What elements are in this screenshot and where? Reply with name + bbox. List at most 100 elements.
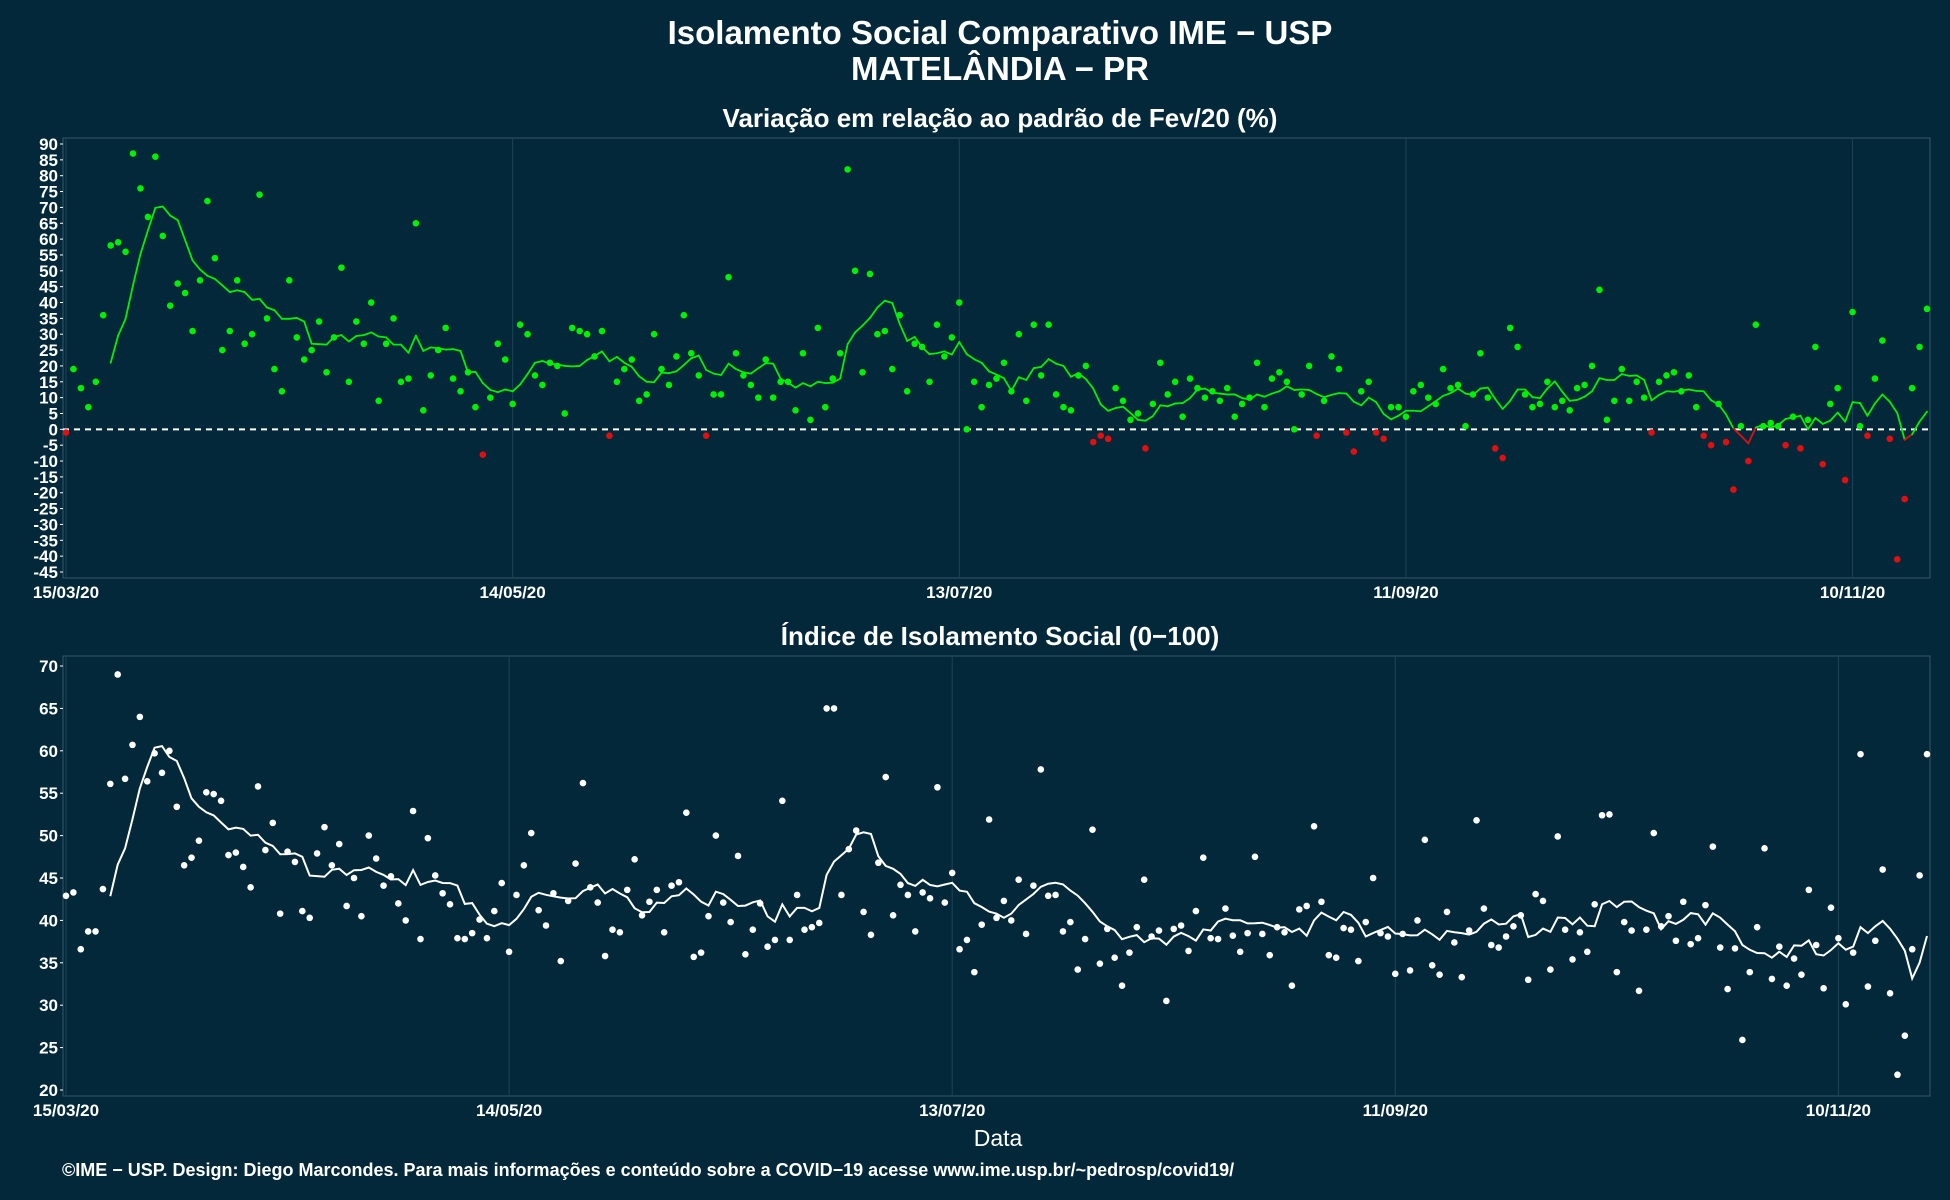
data-point bbox=[276, 910, 284, 917]
moving-average-segment bbox=[1278, 385, 1288, 393]
moving-average-segment bbox=[638, 375, 648, 383]
index-chart: 15/03/20 14/05/20 13/07/20 11/09/20 10/11/20… bbox=[33, 655, 1931, 1120]
data-point bbox=[92, 928, 99, 935]
data-point bbox=[1524, 976, 1532, 984]
moving-average-segment bbox=[928, 352, 938, 356]
data-point bbox=[1246, 394, 1253, 401]
data-point bbox=[1384, 933, 1392, 940]
data-point bbox=[446, 900, 454, 908]
data-point bbox=[1670, 368, 1678, 376]
x-tick-label: 13/07/20 bbox=[926, 583, 992, 602]
y-tick-label: -35 bbox=[33, 531, 58, 550]
data-point bbox=[554, 362, 561, 370]
data-point bbox=[233, 277, 241, 284]
data-point bbox=[424, 834, 432, 842]
data-point bbox=[330, 334, 338, 341]
data-point bbox=[1536, 400, 1544, 408]
data-point bbox=[1510, 923, 1517, 930]
data-point bbox=[1347, 926, 1355, 934]
x-tick-label: 10/11/20 bbox=[1820, 583, 1885, 602]
data-point bbox=[903, 387, 911, 395]
data-point bbox=[99, 311, 107, 319]
data-point bbox=[1596, 286, 1603, 294]
data-point bbox=[1253, 359, 1261, 367]
data-point bbox=[564, 897, 572, 905]
data-point bbox=[248, 330, 256, 338]
data-point bbox=[1081, 935, 1089, 943]
data-point bbox=[1908, 384, 1916, 392]
data-point bbox=[1561, 926, 1569, 934]
moving-average-segment bbox=[1099, 403, 1110, 412]
data-point bbox=[955, 299, 963, 306]
data-point bbox=[799, 349, 807, 357]
y-tick-label: 10 bbox=[39, 389, 58, 408]
data-point bbox=[256, 191, 263, 199]
moving-average-segment bbox=[1866, 402, 1876, 417]
data-point bbox=[92, 378, 100, 386]
data-point bbox=[516, 321, 524, 329]
data-point bbox=[1871, 375, 1879, 382]
data-point bbox=[821, 403, 829, 411]
data-point bbox=[1591, 900, 1598, 908]
data-point bbox=[732, 349, 740, 357]
data-point bbox=[911, 340, 918, 348]
data-point bbox=[531, 372, 539, 379]
data-point bbox=[852, 827, 860, 834]
data-point bbox=[675, 878, 683, 886]
data-point bbox=[1126, 949, 1133, 956]
data-point bbox=[941, 899, 949, 906]
moving-average-segment bbox=[1799, 414, 1809, 431]
moving-average-segment bbox=[109, 334, 120, 364]
data-point bbox=[217, 797, 225, 805]
data-point bbox=[754, 394, 762, 401]
moving-average-segment bbox=[1591, 377, 1601, 393]
data-point bbox=[801, 926, 808, 934]
data-point bbox=[601, 952, 609, 960]
moving-average-segment bbox=[1873, 393, 1884, 405]
data-point bbox=[321, 823, 328, 831]
data-point bbox=[881, 327, 889, 335]
data-point bbox=[372, 855, 380, 862]
data-point bbox=[687, 349, 695, 357]
data-point bbox=[1916, 872, 1923, 879]
data-point bbox=[1350, 448, 1358, 455]
data-point bbox=[1611, 397, 1618, 405]
data-point bbox=[1893, 556, 1901, 563]
data-point bbox=[1782, 441, 1789, 449]
data-point bbox=[1214, 935, 1222, 943]
moving-average-segment bbox=[1598, 377, 1608, 381]
moving-average-segment bbox=[668, 370, 678, 375]
data-point bbox=[702, 432, 710, 439]
data-point bbox=[941, 353, 948, 360]
data-point bbox=[1295, 906, 1303, 913]
data-point bbox=[1276, 368, 1283, 376]
data-point bbox=[1797, 445, 1804, 452]
data-point bbox=[646, 898, 653, 906]
y-tick-label: 40 bbox=[39, 911, 58, 930]
y-tick-label: 85 bbox=[39, 151, 58, 170]
moving-average-segment bbox=[1390, 414, 1400, 421]
data-point bbox=[1752, 321, 1760, 329]
data-point bbox=[859, 368, 866, 376]
data-point bbox=[1842, 1001, 1850, 1008]
y-tick-label: 75 bbox=[39, 183, 58, 202]
data-point bbox=[1148, 933, 1155, 940]
data-point bbox=[1369, 874, 1377, 882]
y-tick-label: -45 bbox=[33, 563, 58, 582]
data-point bbox=[1343, 429, 1350, 436]
data-point bbox=[1707, 441, 1715, 449]
moving-average-segment bbox=[1702, 390, 1713, 402]
moving-average-segment bbox=[749, 367, 760, 375]
data-point bbox=[1716, 944, 1724, 951]
data-point bbox=[1820, 984, 1827, 992]
data-point bbox=[375, 397, 382, 405]
data-point bbox=[1491, 445, 1499, 452]
data-point bbox=[1060, 403, 1067, 411]
data-point bbox=[1037, 766, 1045, 773]
data-point bbox=[271, 365, 278, 373]
data-point bbox=[712, 832, 720, 839]
data-point bbox=[904, 891, 912, 899]
data-point bbox=[963, 936, 971, 944]
data-point bbox=[1657, 923, 1665, 930]
data-point bbox=[1273, 923, 1281, 931]
